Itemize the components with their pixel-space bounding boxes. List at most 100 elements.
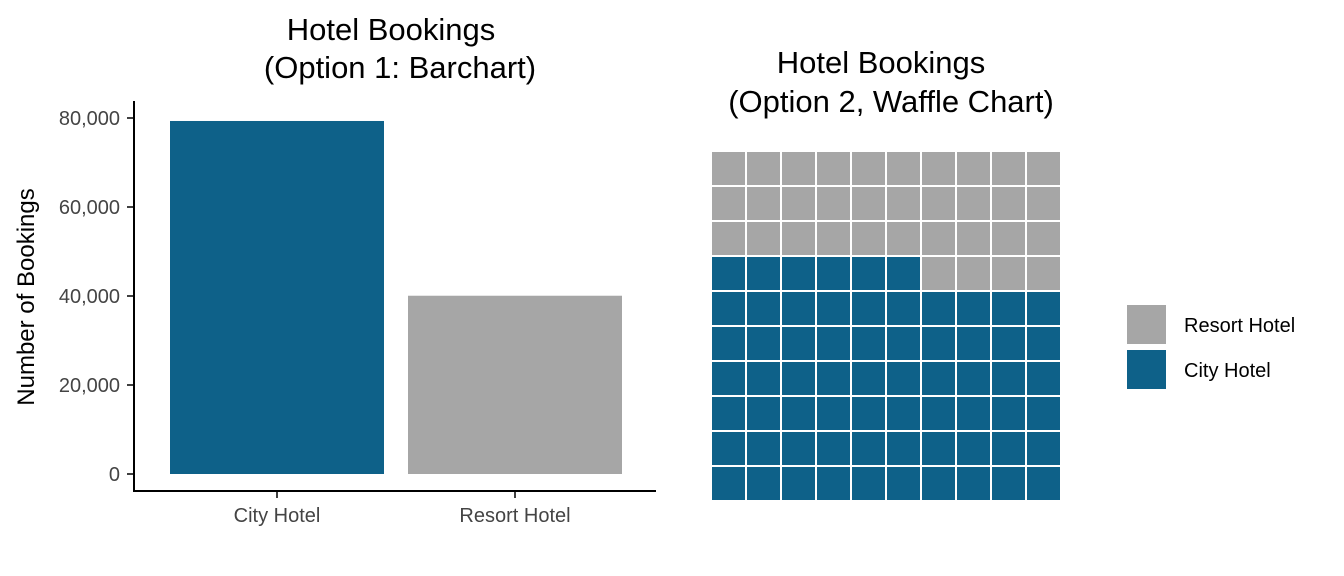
- waffle-tile-city: [747, 257, 780, 290]
- waffle-tile-city: [957, 397, 990, 430]
- waffle-tile-city: [782, 257, 815, 290]
- legend-swatch-city-hotel: [1127, 350, 1166, 389]
- waffle-tile-city: [817, 292, 850, 325]
- y-axis-title: Number of Bookings: [13, 188, 40, 405]
- waffle-tile-city: [712, 257, 745, 290]
- legend-swatch-resort-hotel: [1127, 305, 1166, 344]
- bars: [170, 120, 622, 474]
- waffle-tile-resort: [747, 187, 780, 220]
- y-tick-label: 0: [109, 464, 120, 486]
- waffle-tile-city: [922, 467, 955, 500]
- waffle-tile-resort: [992, 222, 1025, 255]
- waffle-tile-city: [712, 292, 745, 325]
- waffle-tile-city: [887, 467, 920, 500]
- waffle-tile-resort: [747, 222, 780, 255]
- waffle-tile-city: [887, 432, 920, 465]
- waffle-tile-resort: [922, 257, 955, 290]
- waffle-tile-resort: [817, 187, 850, 220]
- waffle-tile-city: [852, 257, 885, 290]
- waffle-tile-city: [922, 292, 955, 325]
- x-axis-labels: City Hotel Resort Hotel: [234, 491, 571, 527]
- waffle-tile-city: [887, 362, 920, 395]
- waffle-chart-title-line1: Hotel Bookings: [777, 45, 986, 80]
- bar-city-hotel: [170, 120, 384, 474]
- bar-chart-title-line1: Hotel Bookings: [287, 12, 496, 47]
- waffle-tile-city: [992, 432, 1025, 465]
- waffle-tile-city: [817, 257, 850, 290]
- waffle-chart-title-line2: (Option 2, Waffle Chart): [728, 84, 1054, 119]
- waffle-chart: Hotel Bookings (Option 2, Waffle Chart): [712, 45, 1060, 500]
- waffle-tile-resort: [922, 152, 955, 185]
- legend-label: City Hotel: [1184, 360, 1271, 382]
- waffle-tile-city: [887, 327, 920, 360]
- waffle-tile-resort: [852, 187, 885, 220]
- bar-resort-hotel: [408, 295, 622, 474]
- waffle-tile-resort: [782, 187, 815, 220]
- waffle-tile-city: [922, 327, 955, 360]
- waffle-tile-city: [992, 327, 1025, 360]
- waffle-tile-city: [782, 397, 815, 430]
- waffle-tile-city: [957, 362, 990, 395]
- waffle-tile-city: [1027, 362, 1060, 395]
- waffle-tile-city: [852, 327, 885, 360]
- waffle-tile-resort: [817, 152, 850, 185]
- waffle-tile-city: [992, 362, 1025, 395]
- waffle-tile-resort: [922, 222, 955, 255]
- waffle-tile-resort: [782, 152, 815, 185]
- waffle-tile-resort: [712, 152, 745, 185]
- waffle-tile-city: [852, 397, 885, 430]
- waffle-tile-resort: [712, 222, 745, 255]
- waffle-tile-resort: [1027, 222, 1060, 255]
- waffle-tile-resort: [887, 152, 920, 185]
- y-tick-label: 20,000: [59, 375, 120, 397]
- waffle-tile-resort: [957, 152, 990, 185]
- waffle-tile-city: [922, 397, 955, 430]
- waffle-tile-city: [817, 327, 850, 360]
- waffle-tile-resort: [1027, 257, 1060, 290]
- waffle-tile-city: [782, 432, 815, 465]
- waffle-tile-resort: [887, 187, 920, 220]
- waffle-tile-city: [992, 397, 1025, 430]
- waffle-tile-city: [817, 397, 850, 430]
- waffle-tile-city: [712, 362, 745, 395]
- waffle-tile-resort: [887, 222, 920, 255]
- waffle-tile-resort: [957, 257, 990, 290]
- x-tick-label: Resort Hotel: [459, 505, 570, 527]
- waffle-tile-city: [957, 432, 990, 465]
- waffle-tile-city: [887, 397, 920, 430]
- waffle-tile-city: [782, 362, 815, 395]
- waffle-tile-resort: [1027, 187, 1060, 220]
- waffle-tile-resort: [957, 187, 990, 220]
- waffle-tile-city: [712, 327, 745, 360]
- waffle-tile-city: [782, 292, 815, 325]
- waffle-tile-city: [852, 362, 885, 395]
- waffle-tile-city: [1027, 397, 1060, 430]
- waffle-tile-resort: [957, 222, 990, 255]
- bar-chart: Hotel Bookings (Option 1: Barchart) Numb…: [13, 12, 656, 527]
- waffle-tile-resort: [852, 222, 885, 255]
- waffle-tile-resort: [782, 222, 815, 255]
- waffle-tile-resort: [992, 257, 1025, 290]
- y-tick-label: 40,000: [59, 286, 120, 308]
- waffle-tile-city: [782, 467, 815, 500]
- waffle-tile-resort: [712, 187, 745, 220]
- waffle-tile-resort: [992, 152, 1025, 185]
- waffle-tile-city: [922, 362, 955, 395]
- waffle-tile-city: [747, 432, 780, 465]
- waffle-tile-city: [817, 467, 850, 500]
- waffle-tile-city: [887, 257, 920, 290]
- waffle-tile-city: [747, 467, 780, 500]
- x-tick-label: City Hotel: [234, 505, 321, 527]
- y-axis-ticks: 0 20,000 40,000 60,000 80,000: [59, 108, 134, 486]
- waffle-tile-city: [1027, 432, 1060, 465]
- waffle-tile-city: [747, 397, 780, 430]
- waffle-tile-city: [957, 467, 990, 500]
- waffle-tile-city: [957, 327, 990, 360]
- legend-label: Resort Hotel: [1184, 315, 1295, 337]
- waffle-tile-resort: [922, 187, 955, 220]
- waffle-tile-city: [817, 362, 850, 395]
- waffle-tile-city: [817, 432, 850, 465]
- waffle-tile-city: [1027, 327, 1060, 360]
- waffle-tile-resort: [747, 152, 780, 185]
